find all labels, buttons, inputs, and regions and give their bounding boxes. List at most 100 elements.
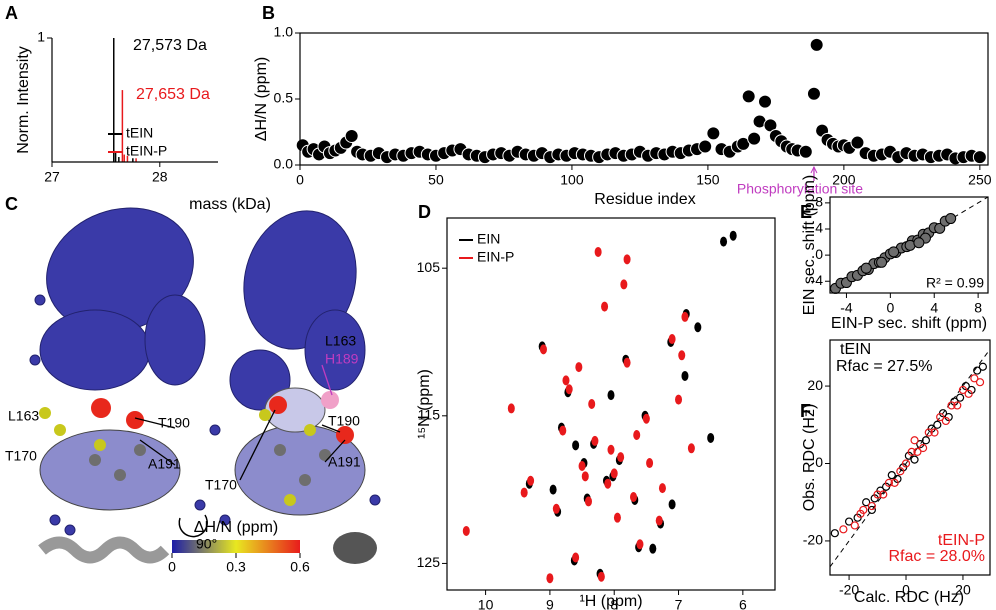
peak [668, 499, 676, 510]
point [941, 416, 950, 426]
x-tick-label: 200 [832, 172, 856, 188]
helix [38, 536, 170, 564]
plot [295, 37, 987, 166]
legend-label: tEIN [126, 125, 153, 141]
y-axis-label: EIN sec. shift (ppm) [801, 175, 818, 315]
peak [527, 475, 535, 486]
point [867, 505, 876, 515]
point [839, 525, 848, 534]
x-tick-label: 250 [968, 172, 992, 188]
x-tick-label: 0 [886, 300, 894, 316]
y-tick-label: 105 [417, 259, 441, 275]
x-tick-label: 0 [296, 172, 304, 188]
panel-letter: D [418, 202, 431, 222]
annotation-arrowhead [810, 165, 818, 174]
peak [552, 503, 560, 514]
point [913, 447, 922, 456]
panel-letter: E [800, 202, 812, 222]
point [809, 37, 824, 52]
x-axis-label: EIN-P sec. shift (ppm) [831, 315, 987, 332]
x-tick-label: 8 [974, 300, 982, 316]
annotation: tEIN-P [938, 532, 985, 549]
colorbar-tick-label: 0 [168, 559, 176, 575]
y-tick-label: 0.0 [274, 156, 294, 172]
y-tick-label: 115 [418, 407, 441, 423]
peak [620, 279, 628, 290]
point [741, 89, 756, 104]
point [910, 455, 919, 464]
peak [562, 375, 570, 386]
y-axis-label: Obs. RDC (Hz) [801, 404, 818, 512]
peak [707, 432, 715, 443]
peak [720, 236, 728, 247]
peak [649, 543, 657, 554]
legend-label: EIN [477, 231, 500, 247]
point [850, 135, 865, 150]
panel-letter: A [5, 3, 18, 23]
peak [559, 425, 567, 436]
y-tick-label: 125 [417, 554, 441, 570]
peak [610, 468, 618, 479]
y-tick-label: -20 [803, 532, 823, 548]
y-tick-label: 1 [37, 29, 45, 45]
y-tick-label: 0.5 [274, 90, 294, 106]
identity-line [829, 348, 991, 568]
peak [539, 344, 547, 355]
y-axis-label: Norm. Intensity [15, 46, 32, 154]
helix-end [333, 532, 377, 564]
point [860, 262, 872, 274]
point [953, 401, 962, 410]
point [876, 256, 888, 268]
x-tick-label: 28 [152, 169, 168, 185]
peak [687, 443, 695, 454]
peak [607, 444, 615, 455]
peak [613, 512, 621, 523]
axes-frame [446, 217, 776, 591]
residue-label: A191 [328, 454, 361, 470]
peak [668, 334, 676, 345]
y-tick-label: 0 [815, 454, 823, 470]
x-tick-label: 150 [696, 172, 720, 188]
x-tick-label: 100 [560, 172, 584, 188]
point [798, 144, 813, 159]
x-tick-label: 10 [478, 597, 494, 610]
peak [578, 461, 586, 471]
peak [565, 384, 573, 395]
peak [584, 496, 592, 507]
axes-frame [299, 32, 989, 166]
axes-frame [829, 339, 991, 576]
rotation-label: 90° [196, 536, 217, 552]
residue-label: L163 [8, 408, 39, 424]
annotation: Phosphorylation site [737, 181, 863, 197]
x-axis-label: Residue index [594, 191, 695, 208]
peak [681, 370, 689, 381]
x-axis-label: Calc. RDC (Hz) [854, 589, 964, 606]
residue-label: T190 [158, 415, 190, 431]
residue-label: T190 [328, 413, 360, 429]
point [747, 131, 762, 146]
y-tick-label: 1.0 [274, 24, 294, 40]
peak [572, 552, 580, 563]
point [918, 443, 928, 453]
annotation: Rfac = 27.5% [836, 358, 933, 375]
axes-frame [829, 196, 989, 294]
peak [591, 435, 599, 446]
residue-label: T170 [205, 477, 237, 493]
panel-letter: F [800, 401, 811, 421]
peak [642, 413, 650, 424]
point [890, 478, 899, 487]
peak [675, 394, 683, 405]
rotation-arrow [178, 514, 208, 538]
point [896, 467, 905, 476]
x-tick-label: 27 [44, 169, 60, 185]
peak [520, 487, 528, 498]
point [887, 471, 896, 480]
colorbar [172, 540, 300, 553]
atom [321, 391, 339, 409]
point [907, 447, 916, 456]
point [930, 428, 939, 437]
y-tick-label: 0 [815, 246, 823, 262]
point [856, 509, 865, 518]
peak [694, 322, 702, 333]
